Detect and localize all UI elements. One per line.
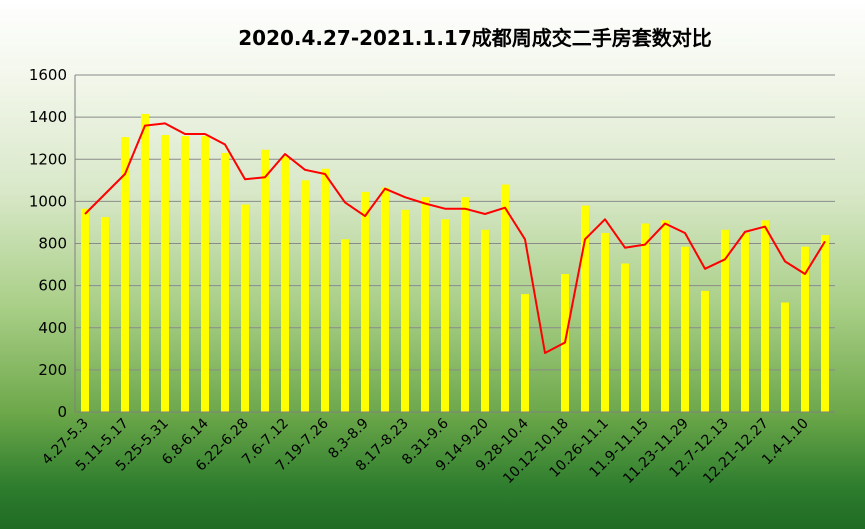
bar xyxy=(461,197,469,412)
y-tick-label: 400 xyxy=(38,319,67,337)
bar xyxy=(661,220,669,412)
bar xyxy=(501,184,509,412)
bar xyxy=(721,229,729,412)
bar xyxy=(321,168,329,412)
bar xyxy=(581,205,589,412)
bar xyxy=(641,223,649,412)
line-series xyxy=(84,122,826,354)
bar xyxy=(821,235,829,412)
bar-series xyxy=(81,113,829,413)
line-series-path xyxy=(84,122,826,354)
bar xyxy=(421,197,429,412)
bar xyxy=(621,263,629,412)
bar xyxy=(301,180,309,412)
bar xyxy=(681,246,689,412)
bar xyxy=(281,156,289,412)
y-tick-label: 1000 xyxy=(29,192,67,210)
bar xyxy=(441,219,449,412)
bar xyxy=(381,187,389,412)
bar xyxy=(141,113,149,412)
bar xyxy=(481,229,489,412)
bar xyxy=(341,239,349,412)
y-tick-label: 0 xyxy=(57,403,67,421)
y-tick-label: 200 xyxy=(38,361,67,379)
bar xyxy=(801,246,809,412)
bar xyxy=(181,136,189,413)
bar xyxy=(601,232,609,412)
y-tick-label: 800 xyxy=(38,235,67,253)
y-tick-label: 1400 xyxy=(29,108,67,126)
bar xyxy=(161,135,169,412)
bar xyxy=(701,290,709,412)
y-tick-label: 1200 xyxy=(29,150,67,168)
bar xyxy=(361,191,369,412)
bar xyxy=(741,232,749,412)
chart-title: 2020.4.27-2021.1.17成都周成交二手房套数对比 xyxy=(238,26,712,50)
bar xyxy=(761,220,769,412)
bar xyxy=(121,137,129,412)
bar xyxy=(201,136,209,413)
y-tick-label: 600 xyxy=(38,277,67,295)
axes: 020040060080010001200140016004.27-5.35.1… xyxy=(29,66,835,487)
y-tick-label: 1600 xyxy=(29,66,67,84)
bar xyxy=(781,302,789,412)
bar xyxy=(521,294,529,412)
bar xyxy=(81,208,89,412)
bar xyxy=(101,217,109,412)
bar xyxy=(261,149,269,412)
bar xyxy=(221,152,229,412)
bar xyxy=(241,204,249,412)
bar xyxy=(401,209,409,412)
